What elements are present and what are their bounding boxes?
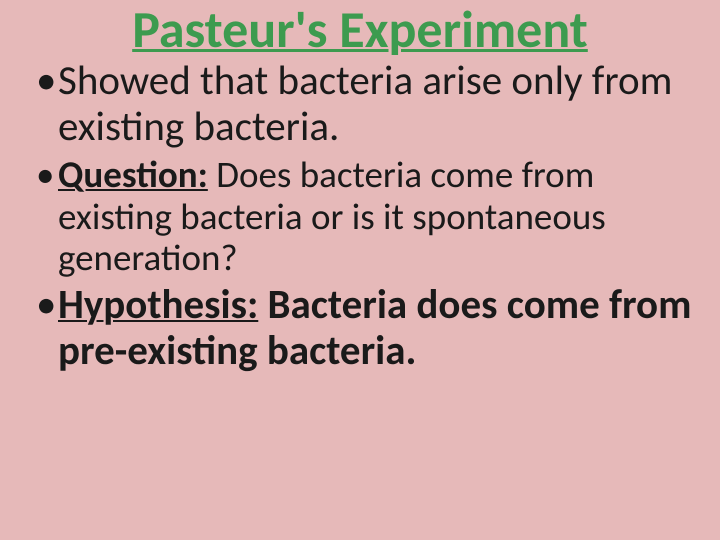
bullet-list: Showed that bacteria arise only from exi…: [28, 59, 692, 375]
bullet-item: Showed that bacteria arise only from exi…: [28, 59, 692, 151]
bullet-label: Hypothesis:: [58, 280, 258, 330]
slide-title: Pasteur's Experiment: [28, 0, 692, 57]
bullet-label: Question:: [58, 152, 208, 197]
slide: Pasteur's Experiment Showed that bacteri…: [0, 0, 720, 540]
bullet-item: Hypothesis: Bacteria does come from pre-…: [28, 283, 692, 375]
bullet-item: Question: Does bacteria come from existi…: [28, 154, 692, 278]
bullet-text: Showed that bacteria arise only from exi…: [58, 56, 672, 152]
